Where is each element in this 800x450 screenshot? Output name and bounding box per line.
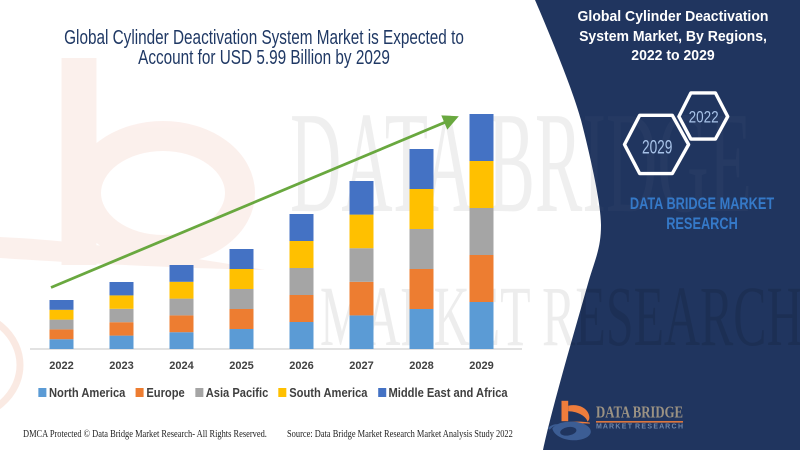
svg-text:2025: 2025 [229,360,253,372]
svg-text:2022: 2022 [49,360,73,372]
svg-text:2024: 2024 [169,360,194,372]
svg-text:2022: 2022 [689,109,719,127]
svg-text:2028: 2028 [409,360,433,372]
svg-text:DATA BRIDGE: DATA BRIDGE [596,403,683,422]
svg-text:2027: 2027 [349,360,373,372]
svg-text:2023: 2023 [109,360,133,372]
svg-text:M A R K E T R E S E A R C H: M A R K E T R E S E A R C H [596,423,683,430]
svg-text:2029: 2029 [642,137,673,159]
svg-text:2029: 2029 [469,360,493,372]
svg-text:2026: 2026 [289,360,313,372]
